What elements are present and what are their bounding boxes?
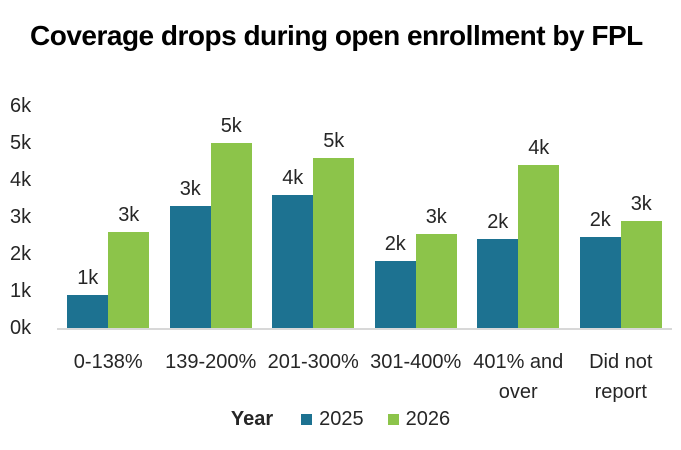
bar-data-label: 2k (384, 233, 406, 256)
x-tick-label: 0-138% (73, 351, 143, 373)
bar-data-label: 3k (118, 203, 140, 226)
bar-data-label: 1k (77, 266, 99, 289)
legend-item-2026: 2026 (387, 408, 451, 431)
x-tick-label: 201-300% (267, 351, 359, 373)
bar-data-label: 3k (425, 205, 447, 228)
bar-data-label: 3k (179, 177, 201, 200)
bar-group: 4k 5k (262, 100, 365, 328)
y-tick-label: 3k (10, 206, 32, 228)
legend: Year 2025 2026 (0, 408, 681, 431)
bar-group: 2k 3k (570, 100, 673, 328)
bar-2025 (579, 237, 621, 328)
bar-group: 1k 3k (57, 100, 160, 328)
bar-2026 (518, 165, 560, 328)
bar-2025 (272, 194, 314, 328)
bar-2026 (210, 143, 252, 328)
x-tick-label: Did not report (589, 351, 653, 403)
legend-item-label: 2026 (405, 408, 451, 430)
legend-swatch (387, 414, 399, 425)
bar-group: 2k 3k (365, 100, 468, 328)
y-tick-label: 5k (10, 132, 32, 154)
bar-data-label: 4k (528, 137, 550, 160)
legend-swatch (301, 414, 313, 425)
x-tick-label: 301-400% (370, 351, 462, 373)
bar-data-label: 4k (282, 166, 304, 189)
bar-2025 (67, 294, 109, 328)
bar-2026 (108, 231, 150, 328)
plot-area: 1k 3k 3k 5k 4k 5k 2k 3k 2k 4k 2k 3k (57, 100, 672, 330)
y-tick-label: 4k (10, 169, 32, 191)
legend-title: Year (230, 408, 274, 430)
x-tick-label: 401% and over (473, 351, 564, 403)
x-tick-label: 139-200% (165, 351, 257, 373)
bar-2026 (313, 157, 355, 328)
bar-group: 3k 5k (160, 100, 263, 328)
bar-2025 (477, 239, 519, 328)
chart-title: Coverage drops during open enrollment by… (30, 20, 643, 51)
bar-data-label: 2k (589, 209, 611, 232)
bar-2025 (374, 261, 416, 328)
bar-data-label: 5k (220, 115, 242, 137)
bar-group: 2k 4k (467, 100, 570, 328)
bar-2026 (620, 220, 662, 328)
y-tick-label: 1k (10, 280, 32, 302)
legend-item-label: 2025 (319, 408, 364, 430)
bar-2025 (169, 205, 211, 328)
bar-data-label: 3k (630, 192, 652, 215)
legend-item-2025: 2025 (301, 408, 364, 431)
y-tick-label: 2k (10, 243, 32, 265)
y-tick-label: 0k (10, 317, 32, 339)
bar-data-label: 2k (487, 211, 509, 234)
y-tick-label: 6k (10, 95, 32, 117)
bar-2026 (415, 233, 457, 328)
bar-data-label: 5k (323, 129, 345, 152)
